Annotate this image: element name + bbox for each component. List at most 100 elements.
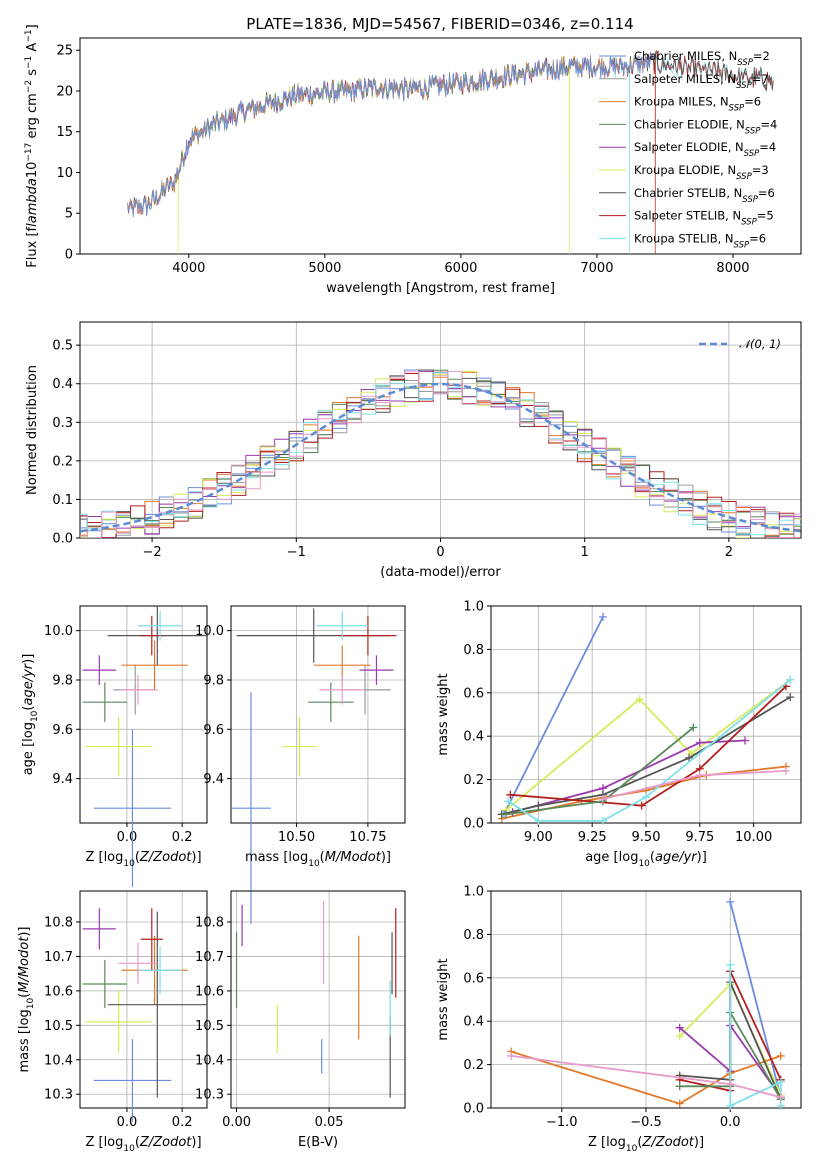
x-tick-label: 7000 bbox=[580, 261, 613, 276]
spectrum-axes: 4000 5000 6000 7000 8000 0 5 10 15 20 25 Flux [flam… bbox=[24, 24, 802, 296]
x-tick-label: −2 bbox=[143, 545, 162, 560]
weight-point-marker bbox=[689, 723, 698, 732]
spectrum-series-line bbox=[127, 51, 654, 217]
legend-entry: Kroupa STELIB, NSSP=6 bbox=[634, 231, 766, 250]
y-tick-label: 9.6 bbox=[52, 723, 73, 738]
y-tick-label: 0.0 bbox=[463, 1102, 484, 1117]
x-axis-label: Z [log10(Z/Zodot)] bbox=[85, 1135, 201, 1154]
weight-point-marker bbox=[695, 771, 704, 780]
y-tick-label: 0.4 bbox=[52, 377, 73, 392]
x-tick-label: 0.2 bbox=[172, 830, 193, 845]
x-tick-label: 6000 bbox=[444, 261, 477, 276]
axes-frame bbox=[79, 605, 208, 824]
axes-frame bbox=[230, 890, 406, 1109]
weight-point-marker bbox=[776, 1101, 785, 1110]
legend-entry: 𝒩(0, 1) bbox=[739, 337, 781, 351]
x-tick-label: −0.5 bbox=[630, 1115, 662, 1130]
y-tick-label: 9.4 bbox=[52, 772, 73, 787]
weight-point-marker bbox=[507, 1051, 516, 1060]
weight-point-marker bbox=[776, 1077, 785, 1086]
weight-point-marker bbox=[675, 1023, 684, 1032]
y-tick-label: 0.6 bbox=[463, 971, 484, 986]
weight-point-marker bbox=[726, 1080, 735, 1089]
x-tick-label: 0.0 bbox=[117, 830, 138, 845]
y-tick-label: 10.8 bbox=[195, 916, 224, 931]
weight_vs_age-axes: 9.00 9.25 9.50 9.75 10.00 0.0 0.2 0.4 0.6 0.8 1.0 m… bbox=[436, 600, 802, 869]
weight-point-marker bbox=[598, 612, 607, 621]
y-tick-label: 10.4 bbox=[195, 1053, 224, 1068]
legend-entry: Salpeter STELIB, NSSP=5 bbox=[634, 209, 774, 228]
weight-series-line bbox=[510, 685, 787, 807]
y-tick-label: 5 bbox=[65, 207, 73, 222]
y-axis-label: age [log10(age/yr)] bbox=[21, 654, 40, 776]
x-axis-label: Z [log10(Z/Zodot)] bbox=[588, 1135, 704, 1154]
axes-frame bbox=[79, 890, 208, 1109]
y-tick-label: 0.0 bbox=[52, 532, 73, 547]
weight-point-marker bbox=[635, 695, 644, 704]
weight-point-marker bbox=[726, 897, 735, 906]
weight-point-marker bbox=[502, 810, 511, 819]
weight-point-marker bbox=[786, 675, 795, 684]
weight-point-marker bbox=[642, 792, 650, 801]
y-tick-label: 1.0 bbox=[463, 600, 484, 615]
y-tick-label: 10.3 bbox=[195, 1088, 224, 1103]
x-tick-label: 5000 bbox=[308, 261, 341, 276]
y-tick-label: 10.0 bbox=[195, 624, 224, 639]
y-tick-label: 10.3 bbox=[44, 1088, 73, 1103]
x-tick-label: 9.25 bbox=[578, 830, 607, 845]
x-axis-label: age [log10(age/yr)] bbox=[585, 850, 707, 869]
weight-point-marker bbox=[781, 766, 790, 775]
x-tick-label: 10.75 bbox=[349, 830, 386, 845]
weight-point-marker bbox=[598, 816, 607, 825]
weight-point-marker bbox=[786, 693, 795, 702]
x-tick-label: 0.2 bbox=[172, 1115, 193, 1130]
weight-point-marker bbox=[675, 1082, 684, 1091]
legend-entry: Chabrier STELIB, NSSP=6 bbox=[634, 186, 775, 205]
weight-point-marker bbox=[695, 738, 704, 747]
x-tick-label: 10.50 bbox=[278, 830, 315, 845]
y-axis-label: mass weight bbox=[436, 673, 451, 755]
y-tick-label: 0.0 bbox=[463, 817, 484, 832]
y-tick-label: 10.0 bbox=[44, 624, 73, 639]
x-tick-label: 0 bbox=[436, 545, 444, 560]
y-tick-label: 25 bbox=[56, 44, 73, 59]
x-tick-label: 4000 bbox=[172, 261, 205, 276]
weight-point-marker bbox=[534, 801, 543, 810]
x-axis-label: E(B-V) bbox=[298, 1135, 338, 1150]
y-tick-label: 10.5 bbox=[195, 1019, 224, 1034]
weight-series-line bbox=[512, 739, 746, 813]
y-axis-label: Normed distribution bbox=[25, 365, 40, 495]
age_vs_mass-axes: 10.50 10.75 9.4 9.6 9.8 10.0 mass [log10(M/Mod… bbox=[195, 605, 406, 925]
legend-entry: Salpeter ELODIE, NSSP=4 bbox=[634, 140, 776, 159]
weight-point-marker bbox=[675, 1032, 684, 1041]
y-tick-label: 10 bbox=[56, 166, 73, 181]
y-tick-label: 0.8 bbox=[463, 928, 484, 943]
x-tick-label: 0.00 bbox=[222, 1115, 251, 1130]
x-axis-label: Z [log10(Z/Zodot)] bbox=[85, 850, 201, 869]
y-tick-label: 0.2 bbox=[463, 1058, 484, 1073]
y-tick-label: 0.2 bbox=[52, 454, 73, 469]
y-tick-label: 10.6 bbox=[44, 984, 73, 999]
x-tick-label: 1 bbox=[581, 545, 589, 560]
weight-series-line bbox=[505, 679, 791, 811]
y-tick-label: 10.6 bbox=[195, 984, 224, 999]
axes-frame bbox=[79, 37, 802, 255]
y-tick-label: 0.1 bbox=[52, 493, 73, 508]
x-tick-label: 9.75 bbox=[685, 830, 714, 845]
x-tick-label: 0.05 bbox=[315, 1115, 344, 1130]
normal-curve bbox=[79, 382, 802, 533]
weight-point-marker bbox=[741, 736, 750, 745]
y-axis-label: Flux [flambda10−17 erg cm−2 s−1 A−1] bbox=[24, 24, 40, 267]
y-tick-label: 9.8 bbox=[52, 673, 73, 688]
residual-histogram bbox=[80, 372, 801, 536]
y-tick-label: 10.4 bbox=[44, 1053, 73, 1068]
y-tick-label: 0.5 bbox=[52, 339, 73, 354]
x-tick-label: 9.00 bbox=[524, 830, 553, 845]
y-tick-label: 9.6 bbox=[203, 723, 224, 738]
weight-point-marker bbox=[726, 1101, 735, 1110]
age_vs_Z-axes: 0.0 0.2 9.4 9.6 9.8 10.0 age [log10(age/yr)] Z … bbox=[21, 605, 208, 888]
legend-entry: Chabrier ELODIE, NSSP=4 bbox=[634, 117, 777, 136]
x-tick-label: 10.00 bbox=[735, 830, 772, 845]
weight-point-marker bbox=[685, 753, 694, 762]
y-tick-label: 0.3 bbox=[52, 416, 73, 431]
